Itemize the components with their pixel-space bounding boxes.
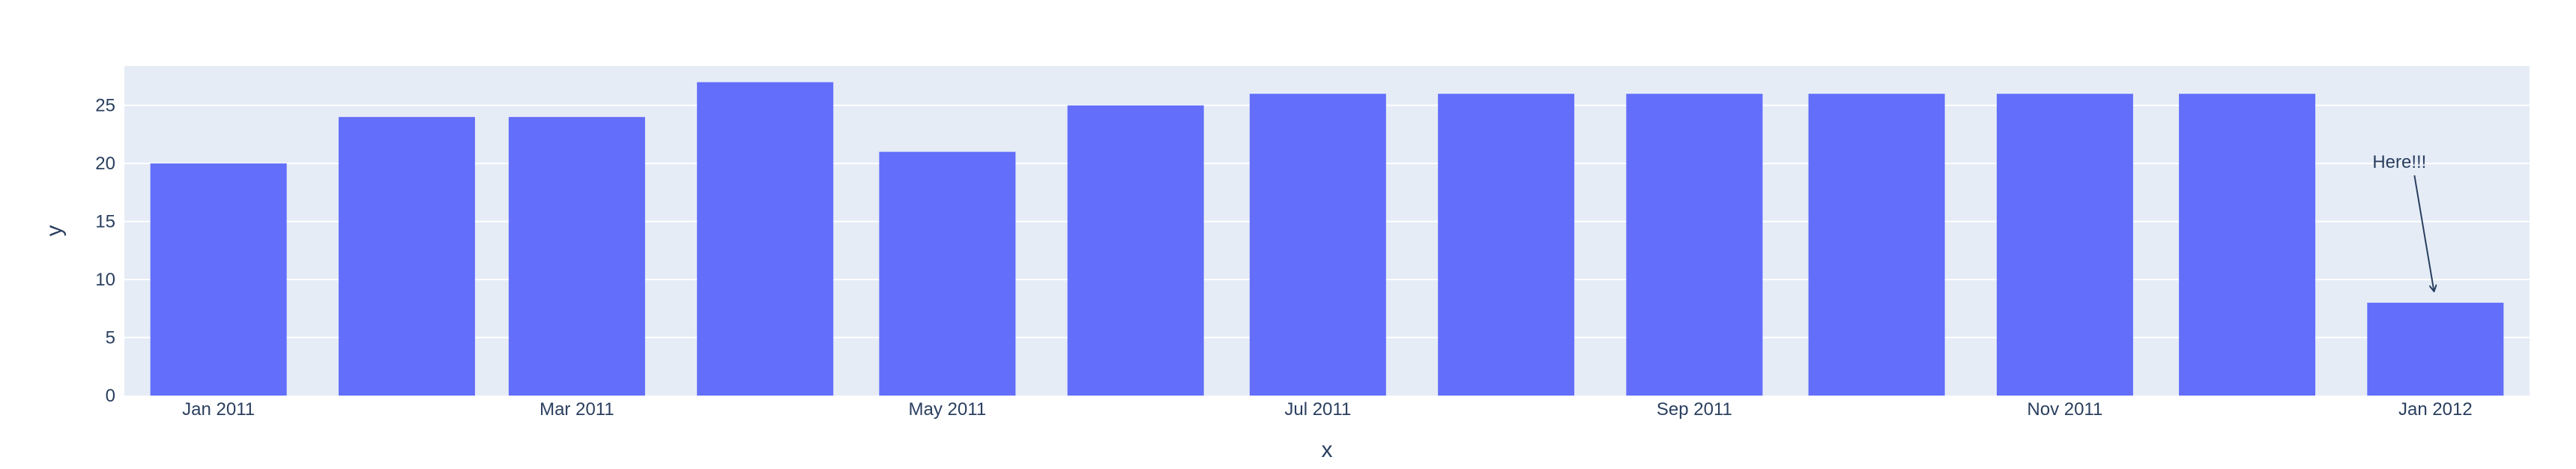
x-tick-labels: Jan 2011 Mar 2011 May 2011 Jul 2011 Sep 2011… <box>182 399 2473 420</box>
bar <box>1067 105 1204 396</box>
x-axis-title: x <box>1322 438 1333 462</box>
y-axis-title: y <box>42 226 67 237</box>
y-tick-label: 0 <box>106 386 115 406</box>
x-tick-label: Mar 2011 <box>539 399 614 420</box>
y-tick-label: 25 <box>95 96 115 116</box>
bar <box>1808 94 1945 396</box>
bar <box>1438 94 1575 396</box>
y-tick-label: 5 <box>106 328 115 348</box>
bar <box>150 163 287 396</box>
annotation-arrow <box>2413 175 2434 291</box>
bar <box>697 82 834 396</box>
y-tick-label: 15 <box>95 212 115 232</box>
bar <box>2179 94 2316 396</box>
x-tick-label: Sep 2011 <box>1657 399 1732 420</box>
y-tick-label: 20 <box>95 154 115 174</box>
bars <box>150 82 2504 396</box>
x-tick-label: Nov 2011 <box>2027 399 2102 420</box>
annotation: Here!!! <box>2372 152 2434 291</box>
x-tick-label: May 2011 <box>909 399 987 420</box>
bar <box>508 117 645 396</box>
x-tick-label: Jul 2011 <box>1284 399 1351 420</box>
y-tick-labels: 0 5 10 15 20 25 <box>95 96 115 406</box>
annotation-text: Here!!! <box>2372 152 2426 172</box>
bar <box>879 151 1016 396</box>
bar <box>1996 94 2133 396</box>
bar <box>2367 303 2504 396</box>
y-tick-label: 10 <box>95 270 115 290</box>
bar <box>338 117 475 396</box>
x-tick-label: Jan 2011 <box>182 399 255 420</box>
bar <box>1249 94 1386 396</box>
bar <box>1626 94 1763 396</box>
x-tick-label: Jan 2012 <box>2398 399 2473 420</box>
